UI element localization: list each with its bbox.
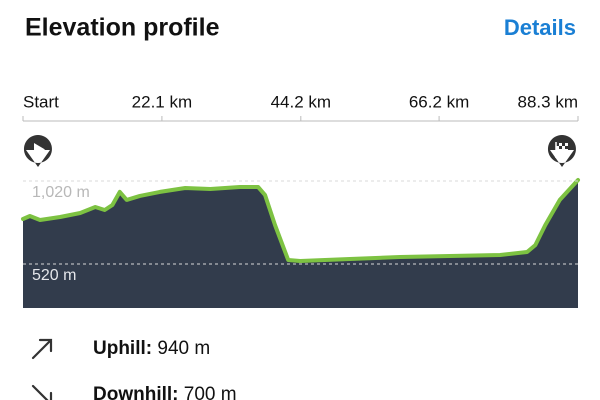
elevation-line bbox=[21, 178, 580, 263]
stat-label: Uphill: bbox=[93, 338, 152, 359]
downhill-icon bbox=[31, 384, 53, 400]
y-tick-label: 1,020 m bbox=[32, 184, 90, 201]
stat-value: 940 m bbox=[157, 338, 210, 359]
y-tick-label: 520 m bbox=[32, 267, 76, 284]
section-title: Elevation profile bbox=[25, 14, 220, 42]
elevation-area bbox=[23, 180, 578, 308]
x-tick-label: Start bbox=[23, 92, 59, 111]
x-tick-label: 66.2 km bbox=[409, 92, 469, 111]
start-icon bbox=[23, 135, 52, 167]
elevation-chart: Start 22.1 km 44.2 km 66.2 km 88.3 km 520 m 1,… bbox=[21, 92, 580, 308]
details-link[interactable]: Details bbox=[504, 15, 576, 40]
downhill-stat: Downhill: 700 m bbox=[93, 384, 237, 400]
stat-value: 700 m bbox=[184, 384, 237, 400]
finish-icon bbox=[547, 135, 576, 167]
x-tick-label: 88.3 km bbox=[518, 92, 578, 111]
x-tick-label: 22.1 km bbox=[132, 92, 192, 111]
x-tick-label: 44.2 km bbox=[271, 92, 331, 111]
stat-label: Downhill: bbox=[93, 384, 178, 400]
uphill-stat: Uphill: 940 m bbox=[93, 338, 210, 359]
uphill-icon bbox=[31, 338, 53, 360]
